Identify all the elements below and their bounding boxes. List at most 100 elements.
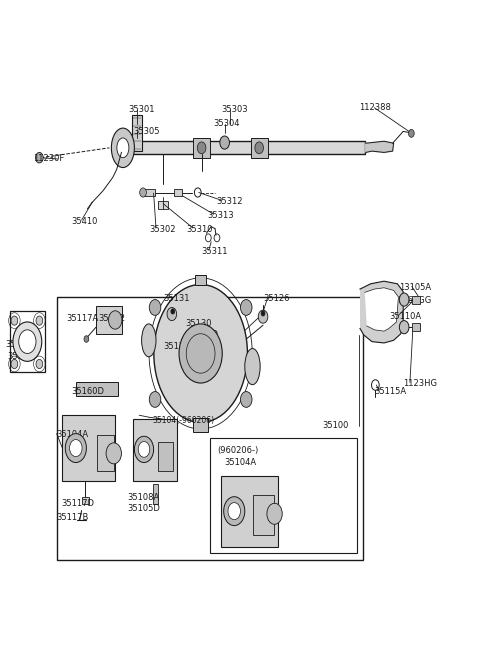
Circle shape	[36, 316, 43, 325]
Text: 1123HG: 1123HG	[403, 379, 437, 388]
Bar	[253, 495, 274, 535]
Circle shape	[36, 152, 43, 163]
Bar	[62, 415, 115, 481]
Text: 35305: 35305	[133, 127, 160, 136]
Text: 35302: 35302	[150, 225, 176, 234]
Bar	[57, 297, 363, 560]
Bar	[76, 382, 118, 396]
Text: 35304: 35304	[214, 119, 240, 128]
Text: 35105D: 35105D	[127, 504, 160, 513]
Circle shape	[134, 436, 154, 463]
Text: 35106D: 35106D	[185, 330, 218, 339]
Text: 35108A: 35108A	[127, 493, 159, 502]
Text: 35117B: 35117B	[57, 513, 89, 522]
Circle shape	[197, 142, 206, 154]
Bar	[412, 323, 420, 331]
Circle shape	[65, 434, 86, 463]
Polygon shape	[360, 281, 403, 343]
Text: 35100: 35100	[323, 421, 349, 430]
Ellipse shape	[142, 324, 156, 357]
Circle shape	[255, 142, 264, 154]
Circle shape	[224, 497, 245, 526]
Polygon shape	[366, 141, 394, 152]
Text: 35310: 35310	[186, 225, 213, 234]
Circle shape	[261, 311, 265, 316]
Ellipse shape	[154, 284, 248, 422]
Text: 35101: 35101	[7, 351, 34, 361]
Text: 35101A: 35101A	[5, 340, 37, 349]
Circle shape	[240, 300, 252, 315]
Circle shape	[408, 129, 414, 137]
Circle shape	[84, 336, 89, 342]
Bar	[96, 306, 122, 334]
Circle shape	[167, 307, 177, 321]
Text: 35130: 35130	[185, 319, 211, 328]
Text: 35104A: 35104A	[57, 430, 89, 440]
Bar	[174, 189, 182, 196]
Bar	[158, 201, 168, 209]
Circle shape	[19, 330, 36, 353]
Circle shape	[11, 316, 18, 325]
Text: 35312: 35312	[216, 197, 242, 206]
Bar	[158, 442, 173, 471]
Text: 35110A: 35110A	[390, 312, 422, 321]
Circle shape	[70, 440, 82, 457]
Ellipse shape	[117, 138, 129, 158]
Bar	[251, 138, 268, 158]
Circle shape	[108, 311, 122, 329]
Circle shape	[267, 503, 282, 524]
Text: 1360GG: 1360GG	[397, 296, 432, 305]
Text: 35410: 35410	[71, 217, 97, 226]
Text: 35160D: 35160D	[71, 387, 104, 396]
Bar	[125, 141, 365, 154]
Text: 35313: 35313	[207, 211, 234, 220]
Ellipse shape	[245, 348, 260, 385]
Ellipse shape	[179, 324, 222, 383]
Text: 351C2: 351C2	[98, 314, 125, 323]
Circle shape	[399, 293, 409, 306]
Bar	[412, 296, 420, 304]
Text: 35311: 35311	[202, 247, 228, 256]
Circle shape	[140, 188, 146, 197]
Bar	[221, 476, 278, 547]
Circle shape	[240, 392, 252, 407]
Text: 35131: 35131	[163, 294, 190, 303]
Bar	[195, 275, 206, 285]
Circle shape	[149, 300, 161, 315]
Bar	[193, 418, 208, 432]
Bar	[82, 497, 89, 504]
Bar	[143, 189, 155, 196]
Bar	[10, 311, 45, 372]
Circle shape	[138, 442, 150, 457]
Text: 35301: 35301	[129, 105, 155, 114]
Polygon shape	[365, 288, 398, 331]
Text: 35117D: 35117D	[61, 499, 95, 509]
Circle shape	[36, 359, 43, 369]
Bar	[97, 435, 114, 471]
Text: (960206-): (960206-)	[217, 445, 258, 455]
Text: 35120: 35120	[163, 342, 190, 351]
Text: 35126: 35126	[263, 294, 289, 303]
Circle shape	[399, 321, 409, 334]
Text: 35303: 35303	[222, 105, 248, 114]
Circle shape	[220, 136, 229, 149]
Bar	[132, 115, 142, 151]
Text: 112388: 112388	[359, 103, 391, 112]
Circle shape	[13, 322, 42, 361]
Ellipse shape	[111, 128, 134, 168]
Text: 35104A: 35104A	[225, 458, 257, 467]
Circle shape	[149, 392, 161, 407]
Text: 35104(-960206): 35104(-960206)	[153, 416, 215, 425]
Bar	[133, 419, 177, 481]
Bar	[210, 438, 357, 553]
Text: 35117A: 35117A	[66, 314, 98, 323]
Text: 13105A: 13105A	[399, 283, 432, 292]
Circle shape	[228, 503, 240, 520]
Text: 35115A: 35115A	[374, 387, 407, 396]
Circle shape	[171, 309, 175, 314]
Bar	[193, 138, 210, 158]
Circle shape	[258, 310, 268, 323]
Bar	[153, 484, 158, 504]
Circle shape	[11, 359, 18, 369]
Circle shape	[106, 443, 121, 464]
